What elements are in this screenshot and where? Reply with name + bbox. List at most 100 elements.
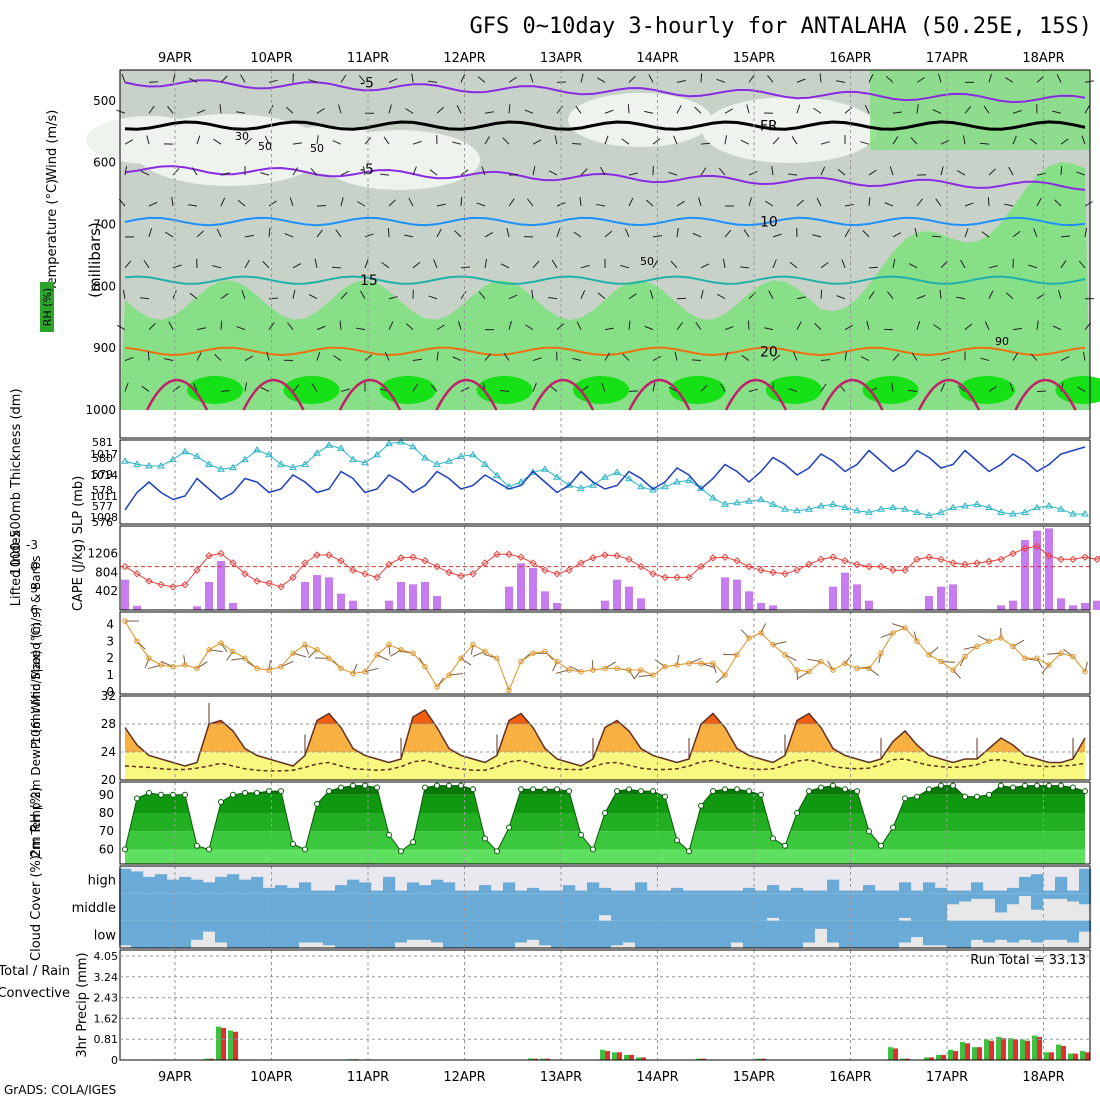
theta-contour xyxy=(821,378,884,411)
wind-barb xyxy=(1052,325,1062,331)
wind-speed-point xyxy=(434,684,440,690)
lifted-index-point xyxy=(913,555,921,564)
rh-tick-label: 70 xyxy=(99,824,114,838)
thickness-point xyxy=(745,497,753,504)
lifted-index-point xyxy=(637,562,645,571)
wind-barb xyxy=(604,327,614,331)
wind-barb xyxy=(916,320,921,330)
lifted-index-point xyxy=(925,553,933,561)
wind-barb xyxy=(172,168,180,176)
lifted-index-point xyxy=(961,560,969,569)
cloud-bar xyxy=(983,920,996,948)
cloud-bar xyxy=(1019,939,1032,948)
wind-barb xyxy=(987,196,990,207)
precip-convective-bar xyxy=(617,1052,622,1060)
cloud-bar xyxy=(311,890,324,894)
cloud-bar xyxy=(131,893,144,921)
thickness-point xyxy=(289,463,297,471)
lifted-index-point xyxy=(805,560,813,569)
rh2m-point xyxy=(842,786,848,793)
wind-barb xyxy=(668,171,678,176)
cloud-bar xyxy=(1055,898,1068,921)
cloud-bar xyxy=(947,890,960,894)
wind-barb xyxy=(484,353,492,361)
wind-barb xyxy=(436,324,445,331)
wind-barb xyxy=(524,109,534,114)
pressure-tick-label: 600 xyxy=(93,156,116,170)
cape-bar xyxy=(217,561,225,610)
wind-barb xyxy=(988,290,994,299)
wind-barb xyxy=(554,135,558,145)
wind-barb xyxy=(716,293,726,300)
wind-barb xyxy=(236,111,246,114)
lifted-index-point xyxy=(277,583,285,591)
cloud-bar xyxy=(323,920,336,948)
cloud-bar xyxy=(419,939,432,948)
cloud-bar xyxy=(839,890,852,894)
wind-barb xyxy=(460,266,471,269)
cloud-bar xyxy=(743,887,756,894)
wind-barb xyxy=(836,295,846,300)
thickness-point xyxy=(1081,510,1089,517)
vertical-gridlines xyxy=(174,782,1044,864)
precip-convective-bar xyxy=(1001,1038,1006,1060)
wind-speed-point xyxy=(578,669,584,675)
rh2m-point xyxy=(686,848,692,855)
cloud-bar xyxy=(539,920,552,948)
wind-barb xyxy=(525,324,534,331)
isotherm-line xyxy=(124,79,1086,104)
wind-barb xyxy=(429,169,438,176)
cloud-bar xyxy=(911,890,924,894)
cloud-bar xyxy=(467,893,480,921)
cloud-bar xyxy=(755,890,768,894)
wind-speed-point xyxy=(158,662,164,668)
precip-convective-bar xyxy=(989,1040,994,1060)
rh2m-point xyxy=(698,802,704,809)
lifted-index-point xyxy=(745,562,753,571)
bottom-date-label: 18APR xyxy=(1022,1070,1064,1085)
lifted-index-point xyxy=(133,570,141,578)
cloud-bar xyxy=(479,893,492,921)
wind-barb xyxy=(164,358,174,362)
wind-speed-point xyxy=(362,669,368,675)
wind-barb xyxy=(596,77,606,83)
lifted-index-point xyxy=(553,570,561,578)
wind-speed-point xyxy=(194,665,200,672)
wind-barb xyxy=(1008,166,1014,176)
bottom-date-label: 15APR xyxy=(733,1070,775,1085)
cape-bar xyxy=(745,591,753,610)
cloud-bar xyxy=(179,893,192,921)
thickness-point xyxy=(241,455,249,463)
wind-barb xyxy=(940,166,944,176)
rh-tick-label: 60 xyxy=(99,842,114,856)
cloud-bar xyxy=(683,893,696,921)
cloud-bar xyxy=(1067,920,1080,948)
cloud-bar xyxy=(995,939,1008,948)
wind-barb xyxy=(172,385,181,392)
wind-barb xyxy=(484,136,490,145)
cloud-bar xyxy=(899,917,912,921)
wind-speed-point xyxy=(242,655,248,661)
wind-barb xyxy=(193,382,198,392)
cloud-bar xyxy=(923,920,936,948)
wind-barb xyxy=(796,78,806,83)
wind-barb xyxy=(836,80,846,83)
cloud-bar xyxy=(983,942,996,948)
cloud-bar xyxy=(131,871,144,894)
wind-barb xyxy=(676,105,682,114)
wind-barb xyxy=(892,136,899,145)
wind-barb xyxy=(712,663,717,674)
wind-barb xyxy=(885,75,894,83)
wind-barb xyxy=(556,323,565,331)
lifted-index-point xyxy=(661,573,669,582)
wind-speed-point xyxy=(350,670,356,677)
cloud-bar xyxy=(899,920,912,948)
cape-bar xyxy=(1033,530,1041,610)
thickness-point xyxy=(217,465,225,472)
lifted-index-point xyxy=(325,551,333,559)
wind-barb xyxy=(767,74,774,83)
wind-barb xyxy=(316,325,326,331)
wind-barb xyxy=(124,260,132,269)
cape-bar xyxy=(505,586,513,610)
